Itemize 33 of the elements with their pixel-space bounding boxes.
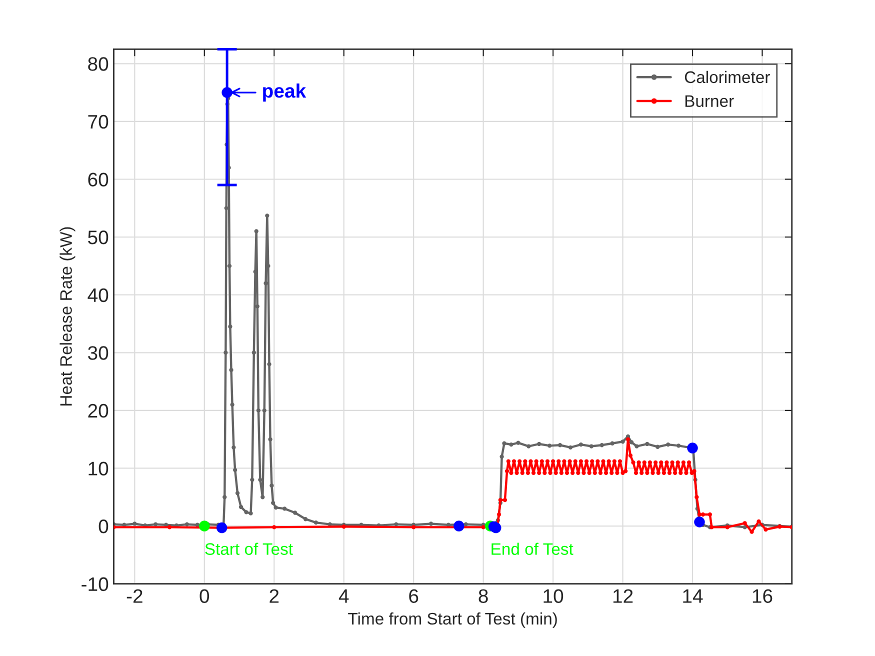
y-tick-label: 0 [98, 520, 108, 534]
y-tick-label: 40 [88, 288, 108, 302]
x-tick-label: 12 [613, 589, 633, 603]
y-tick-label: 20 [88, 404, 108, 418]
x-tick-label: 2 [270, 589, 279, 603]
y-tick-label: 10 [88, 462, 108, 476]
x-tick-label: 16 [752, 589, 772, 603]
y-tick-label: 60 [88, 172, 108, 186]
point [687, 442, 698, 454]
annotation: Start of Test [205, 542, 293, 555]
legend-label: Calorimeter [684, 70, 770, 84]
x-tick-label: 4 [338, 589, 349, 603]
point [199, 520, 210, 532]
y-tick-label: 30 [88, 346, 108, 360]
legend-label: Burner [685, 95, 734, 107]
x-tick-label: 0 [200, 589, 210, 603]
y-tick-label: 50 [88, 230, 108, 244]
annotation: End of Test [492, 542, 574, 555]
y-tick-label: -10 [82, 577, 108, 592]
x-tick-label: -2 [126, 589, 142, 603]
annotation: peak [263, 83, 306, 102]
y-axis-title: Heat Release Rate (kW) [60, 227, 76, 406]
point [694, 516, 705, 528]
y-tick-label: 80 [88, 57, 108, 71]
point [222, 87, 232, 98]
x-tick-label: 10 [544, 589, 564, 603]
x-axis-title: Time from Start of Test (min) [348, 612, 557, 628]
point [454, 520, 464, 532]
y-tick-label: 70 [88, 114, 108, 129]
x-tick-label: 6 [409, 589, 418, 603]
x-tick-label: 8 [478, 589, 488, 603]
point [216, 522, 228, 534]
x-tick-label: 14 [683, 589, 703, 603]
